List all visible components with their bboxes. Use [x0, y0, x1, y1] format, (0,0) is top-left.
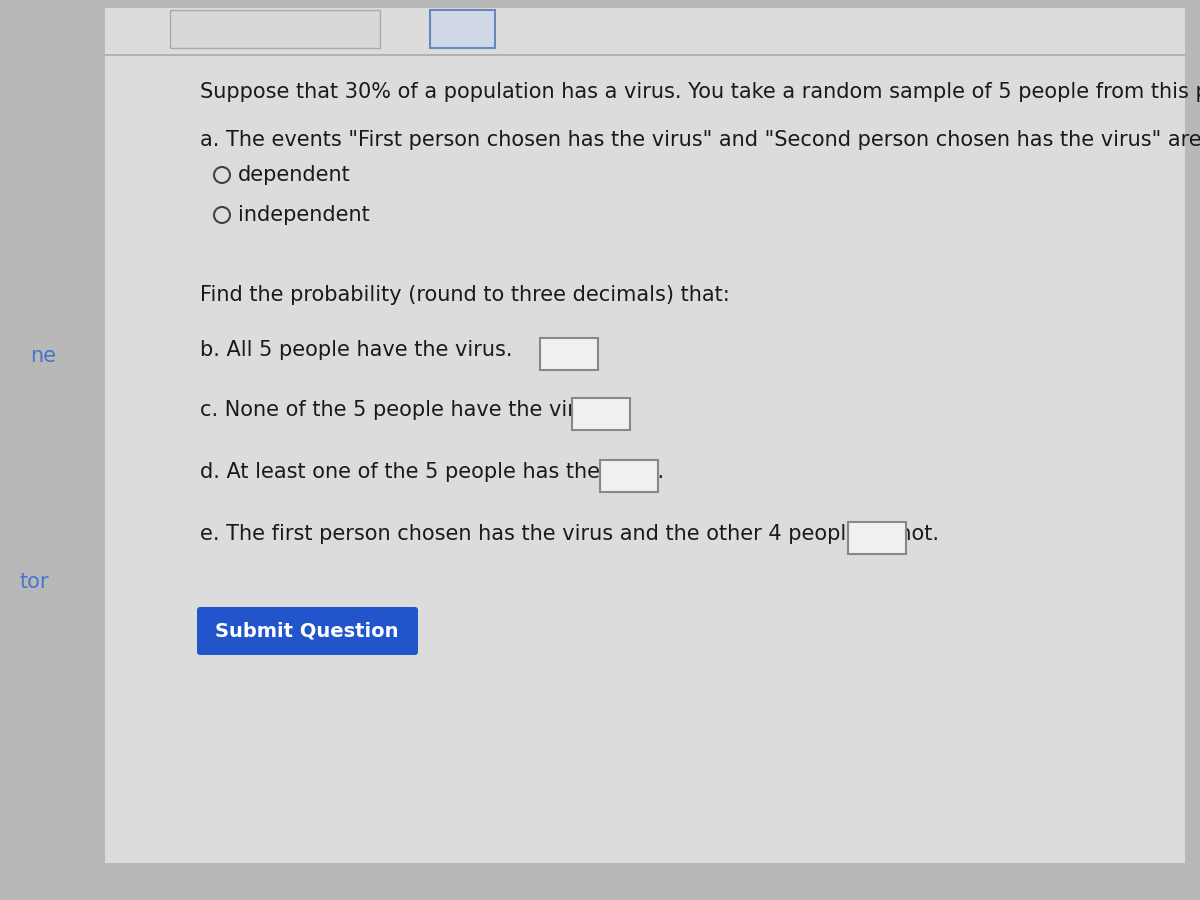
Text: a. The events "First person chosen has the virus" and "Second person chosen has : a. The events "First person chosen has t… — [200, 130, 1200, 150]
Text: independent: independent — [238, 205, 370, 225]
FancyBboxPatch shape — [106, 8, 1186, 863]
Text: dependent: dependent — [238, 165, 350, 185]
Text: Submit Question: Submit Question — [215, 622, 398, 641]
FancyBboxPatch shape — [600, 460, 658, 492]
FancyBboxPatch shape — [197, 607, 418, 655]
FancyBboxPatch shape — [540, 338, 598, 370]
Text: e. The first person chosen has the virus and the other 4 people do not.: e. The first person chosen has the virus… — [200, 524, 940, 544]
Text: c. None of the 5 people have the virus.: c. None of the 5 people have the virus. — [200, 400, 606, 420]
Text: Suppose that 30% of a population has a virus. You take a random sample of 5 peop: Suppose that 30% of a population has a v… — [200, 82, 1200, 102]
FancyBboxPatch shape — [430, 10, 496, 48]
Text: d. At least one of the 5 people has the virus.: d. At least one of the 5 people has the … — [200, 462, 664, 482]
Text: b. All 5 people have the virus.: b. All 5 people have the virus. — [200, 340, 512, 360]
Text: ne: ne — [30, 346, 56, 366]
FancyBboxPatch shape — [106, 8, 1186, 863]
Text: tor: tor — [20, 572, 49, 592]
FancyBboxPatch shape — [572, 398, 630, 430]
FancyBboxPatch shape — [170, 10, 380, 48]
Text: Find the probability (round to three decimals) that:: Find the probability (round to three dec… — [200, 285, 730, 305]
FancyBboxPatch shape — [848, 522, 906, 554]
